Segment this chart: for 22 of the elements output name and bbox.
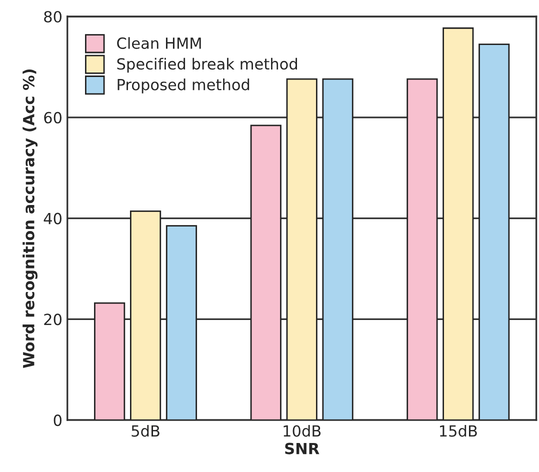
y-tick-label: 40 — [44, 212, 62, 224]
y-axis-title: Word recognition accuracy (Acc %) — [22, 69, 38, 368]
y-tick-label: 20 — [44, 314, 62, 326]
bar — [94, 302, 126, 420]
x-axis-title: SNR — [285, 442, 320, 454]
bar — [478, 44, 510, 420]
bar — [322, 78, 354, 420]
x-tick-label: 5dB — [132, 424, 160, 437]
x-tick-label: 10dB — [284, 424, 321, 437]
y-tick-label: 0 — [54, 414, 62, 426]
legend-label: Proposed method — [118, 78, 250, 94]
bar — [286, 78, 318, 420]
bar — [166, 225, 198, 420]
legend-label: Clean HMM — [117, 37, 201, 49]
bar — [442, 27, 474, 420]
bar — [406, 78, 438, 420]
bar — [250, 124, 282, 420]
legend-label: Specified break method — [117, 58, 297, 73]
y-tick-label: 80 — [44, 10, 62, 23]
x-tick-label: 15dB — [440, 424, 477, 437]
y-tick-label: 60 — [44, 112, 62, 124]
bar — [130, 210, 162, 420]
